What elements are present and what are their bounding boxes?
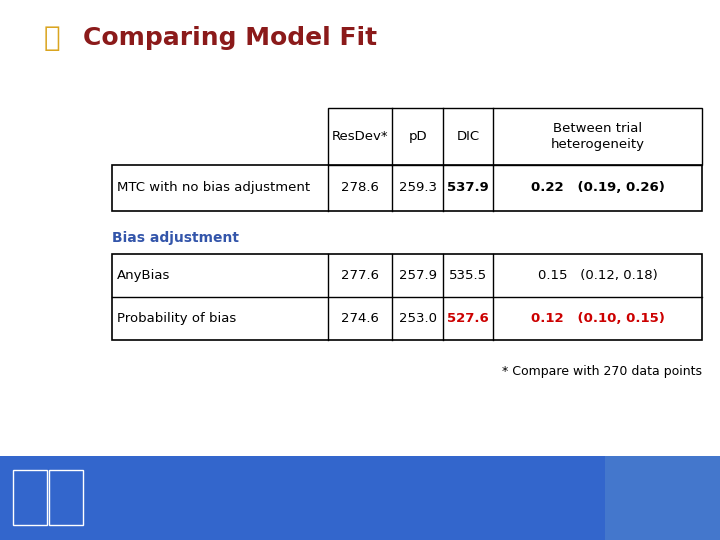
Text: MTC with no bias adjustment: MTC with no bias adjustment [117,181,310,194]
Text: 257.9: 257.9 [399,269,436,282]
Text: 0.22   (0.19, 0.26): 0.22 (0.19, 0.26) [531,181,665,194]
Text: ⮩: ⮩ [43,24,60,52]
Text: 535.5: 535.5 [449,269,487,282]
Text: * Compare with 270 data points: * Compare with 270 data points [502,364,702,377]
Text: University of: University of [97,489,163,499]
Text: 23: 23 [682,503,701,517]
Text: 527.6: 527.6 [447,312,489,325]
Text: Between trial
heterogeneity: Between trial heterogeneity [551,122,644,151]
Text: 537.9: 537.9 [447,181,489,194]
Text: 0.12   (0.10, 0.15): 0.12 (0.10, 0.15) [531,312,665,325]
Text: 259.3: 259.3 [399,181,436,194]
Text: Probability of bias: Probability of bias [117,312,237,325]
Text: AnyBias: AnyBias [117,269,171,282]
Text: 274.6: 274.6 [341,312,379,325]
Text: 0.15   (0.12, 0.18): 0.15 (0.12, 0.18) [538,269,657,282]
Text: BRISTOL: BRISTOL [97,507,164,521]
Text: 278.6: 278.6 [341,181,379,194]
Text: DIC: DIC [456,130,480,143]
Text: 277.6: 277.6 [341,269,379,282]
Text: pD: pD [408,130,427,143]
Text: 253.0: 253.0 [399,312,436,325]
Text: Comparing Model Fit: Comparing Model Fit [83,26,377,50]
Text: ResDev*: ResDev* [332,130,388,143]
Text: Bias adjustment: Bias adjustment [112,231,238,245]
